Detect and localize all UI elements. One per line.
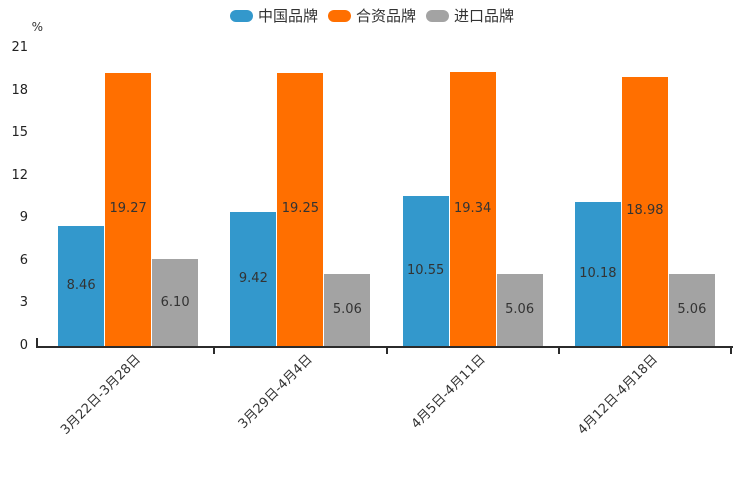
x-axis-tick [385, 348, 388, 354]
legend-swatch-icon [327, 10, 351, 22]
bar-进口品牌-4月12日-4月18日 [668, 274, 715, 346]
bar-value-label: 5.06 [505, 302, 535, 318]
x-axis-tick [213, 348, 216, 354]
bar-value-label: 18.98 [626, 203, 664, 219]
bar-合资品牌-3月29日-4月4日 [277, 72, 324, 346]
legend-item-1[interactable]: 中国品牌 [229, 7, 318, 25]
bar-value-label: 10.55 [407, 263, 445, 279]
bar-中国品牌-4月12日-4月18日 [574, 201, 621, 346]
y-tick-label: 15 [11, 125, 28, 141]
legend: 中国品牌 合资品牌 进口品牌 [0, 8, 744, 24]
bar-value-label: 8.46 [66, 277, 96, 293]
bar-value-label: 9.42 [238, 271, 268, 287]
y-tick-label: 21 [11, 40, 28, 55]
y-tick-label: 0 [19, 338, 28, 353]
bar-进口品牌-3月29日-4月4日 [324, 274, 371, 346]
legend-swatch-icon [426, 10, 449, 22]
bar-中国品牌-3月22日-3月28日 [58, 225, 105, 346]
x-axis-tick [730, 348, 732, 354]
legend-swatch-icon [229, 10, 253, 22]
legend-item-2[interactable]: 合资品牌 [327, 7, 416, 25]
y-axis-unit-label: % [31, 20, 43, 34]
bar-合资品牌-4月5日-4月11日 [449, 71, 496, 346]
bar-进口品牌-4月5日-4月11日 [496, 274, 543, 346]
y-tick-label: 3 [19, 295, 28, 311]
bar-value-label: 19.34 [454, 200, 492, 216]
bar-中国品牌-4月5日-4月11日 [402, 196, 449, 346]
legend-item-label: 中国品牌 [257, 7, 318, 25]
x-axis-label: 4月5日-4月11日 [408, 352, 489, 432]
bar-合资品牌-4月12日-4月18日 [621, 76, 668, 346]
bar-value-label: 5.06 [332, 302, 362, 318]
x-axis-label: 3月29日-4月4日 [236, 352, 316, 432]
x-axis-tick [557, 348, 560, 354]
bar-value-label: 10.18 [579, 265, 617, 281]
bar-value-label: 6.10 [160, 294, 190, 310]
y-tick-label: 9 [19, 210, 28, 226]
y-tick-label: 6 [19, 252, 28, 268]
bar-合资品牌-3月22日-3月28日 [105, 72, 152, 346]
legend-item-label: 进口品牌 [454, 7, 515, 25]
x-axis-left-end-tick [36, 338, 38, 346]
bar-进口品牌-3月22日-3月28日 [152, 259, 199, 346]
x-axis-label: 4月12日-4月18日 [574, 352, 661, 438]
bar-中国品牌-3月29日-4月4日 [230, 212, 277, 346]
bar-value-label: 19.25 [281, 201, 319, 217]
legend-item-3[interactable]: 进口品牌 [426, 8, 514, 24]
y-tick-label: 12 [11, 167, 28, 183]
y-tick-label: 18 [11, 82, 28, 98]
bar-value-label: 5.06 [677, 302, 707, 318]
bar-value-label: 19.27 [109, 201, 147, 217]
x-axis-line [36, 346, 733, 348]
x-axis-label: 3月22日-3月28日 [57, 352, 144, 438]
legend-item-label: 合资品牌 [355, 7, 416, 25]
